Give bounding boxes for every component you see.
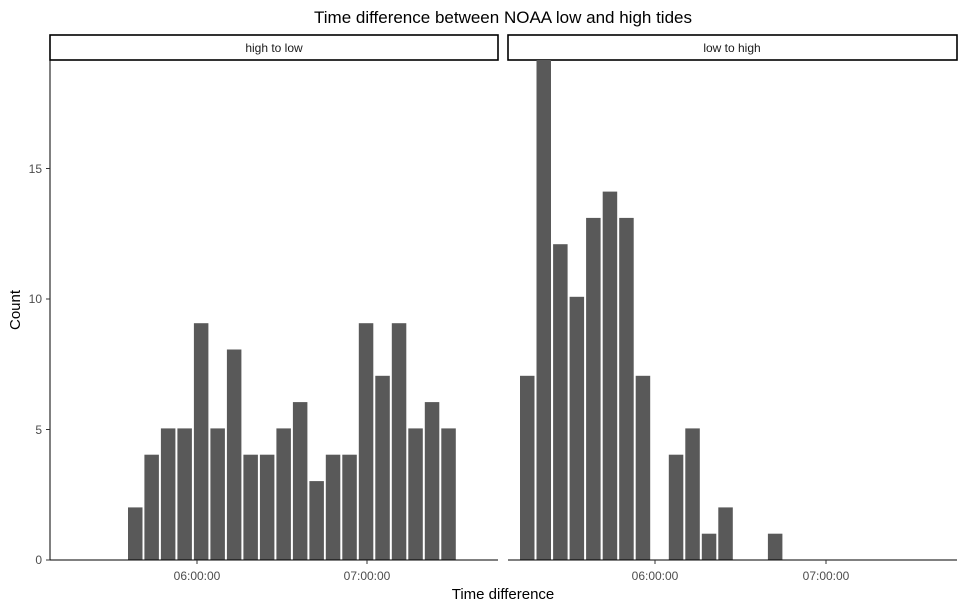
y-tick-0: 0 bbox=[35, 553, 50, 567]
bar bbox=[619, 217, 634, 560]
bar bbox=[553, 244, 568, 560]
bar bbox=[160, 428, 176, 560]
y-tick-10: 10 bbox=[29, 292, 50, 306]
chart-title: Time difference between NOAA low and hig… bbox=[314, 8, 692, 27]
bar bbox=[391, 323, 407, 560]
bar bbox=[210, 428, 225, 560]
bar bbox=[177, 428, 192, 560]
bar bbox=[569, 296, 585, 560]
bar bbox=[375, 375, 390, 560]
bar bbox=[226, 349, 242, 560]
x-tick-label-0700-high-to-low: 07:00:00 bbox=[344, 569, 391, 583]
x-tick-0600-high-to-low: 06:00:00 bbox=[174, 560, 221, 583]
bar bbox=[243, 454, 258, 560]
bar bbox=[408, 428, 423, 560]
bar bbox=[520, 375, 535, 560]
y-tick-label-0: 0 bbox=[35, 553, 42, 567]
bar bbox=[144, 454, 159, 560]
x-axis-title: Time difference bbox=[452, 586, 555, 603]
bar bbox=[292, 402, 308, 560]
y-tick-label-5: 5 bbox=[35, 423, 42, 437]
bar bbox=[424, 402, 440, 560]
bar bbox=[342, 454, 357, 560]
bar bbox=[536, 60, 551, 560]
bars-high-to-low bbox=[128, 323, 456, 560]
x-tick-0700-high-to-low: 07:00:00 bbox=[344, 560, 391, 583]
bar bbox=[276, 428, 291, 560]
bar bbox=[685, 428, 700, 560]
y-tick-label-15: 15 bbox=[29, 162, 43, 176]
y-tick-15: 15 bbox=[29, 162, 50, 176]
bar bbox=[259, 454, 275, 560]
y-axis-title: Count bbox=[7, 289, 24, 330]
bar bbox=[767, 533, 783, 560]
y-tick-5: 5 bbox=[35, 423, 50, 437]
y-tick-label-10: 10 bbox=[29, 292, 43, 306]
bar bbox=[602, 191, 618, 560]
bar bbox=[718, 507, 733, 560]
bar bbox=[668, 454, 684, 560]
x-tick-label-0600-high-to-low: 06:00:00 bbox=[174, 569, 221, 583]
x-tick-label-0700-low-to-high: 07:00:00 bbox=[803, 569, 850, 583]
bar bbox=[586, 217, 601, 560]
bar bbox=[325, 454, 341, 560]
strip-high-to-low bbox=[49, 34, 499, 61]
bar bbox=[441, 428, 456, 560]
x-tick-0700-low-to-high: 07:00:00 bbox=[803, 560, 850, 583]
x-tick-0600-low-to-high: 06:00:00 bbox=[632, 560, 679, 583]
bar bbox=[309, 481, 324, 560]
bar bbox=[701, 533, 717, 560]
bar bbox=[128, 507, 143, 560]
bar bbox=[635, 375, 651, 560]
strip-label-low-to-high: low to high bbox=[703, 41, 760, 55]
strip-low-to-high bbox=[507, 34, 958, 61]
bar bbox=[358, 323, 374, 560]
strip-label-high-to-low: high to low bbox=[245, 41, 303, 55]
x-tick-label-0600-low-to-high: 06:00:00 bbox=[632, 569, 679, 583]
bar bbox=[193, 323, 209, 560]
bars-low-to-high bbox=[520, 60, 783, 560]
